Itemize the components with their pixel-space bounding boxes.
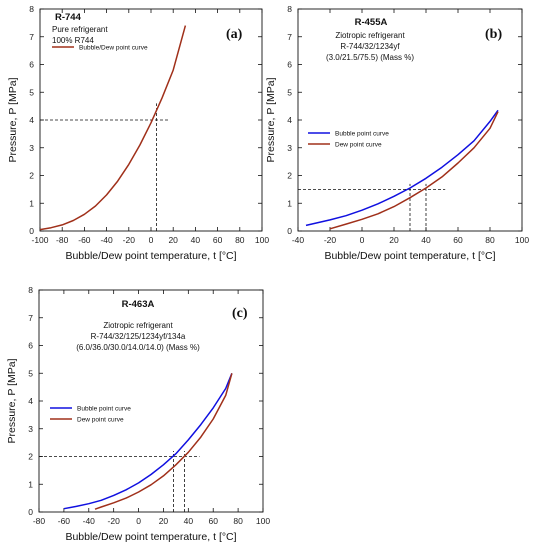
x-tick-label: 20 [389,235,399,245]
y-tick-label: 2 [28,452,33,462]
x-tick-label: -20 [324,235,337,245]
y-tick-label: 0 [28,507,33,517]
y-tick-label: 4 [287,115,292,125]
y-tick-label: 3 [287,143,292,153]
legend-label: Bubble point curve [77,406,131,413]
x-tick-label: 60 [453,235,463,245]
series-line-bubble [305,109,499,227]
x-tick-label: 100 [515,235,529,245]
panel-label: (b) [485,27,502,42]
x-tick-label: 100 [255,235,269,245]
x-tick-label: 40 [184,516,194,526]
y-tick-label: 6 [28,341,33,351]
panel-note: Ziotropic refrigerant [335,31,405,40]
legend-label: Bubble/Dew point curve [79,45,148,52]
x-tick-label: 80 [235,235,245,245]
panel-title: R-744 [55,12,82,23]
y-tick-label: 3 [29,143,34,153]
x-tick-label: -40 [83,516,96,526]
series-line-bubble-dew [39,25,187,231]
y-tick-label: 5 [28,368,33,378]
x-tick-label: -20 [123,235,136,245]
chart-panel-c: -80 -60 -40 -20 0 20 40 60 80 100 0 1 2 3 4 5 6 7 8 Bubble/… [6,285,270,543]
x-tick-label: 40 [421,235,431,245]
panel-label: (c) [232,306,248,321]
x-tick-label: 40 [191,235,201,245]
y-tick-label: 0 [29,226,34,236]
series-line-dew [94,373,233,510]
x-tick-label: 20 [168,235,178,245]
panel-note: R-744/32/1234yf [340,42,400,51]
y-tick-label: 3 [28,424,33,434]
x-tick-label: -40 [100,235,113,245]
y-axis-label: Pressure, P [MPa] [7,77,19,162]
panel-label: (a) [226,27,243,42]
y-axis-label: Pressure, P [MPa] [6,358,18,443]
x-axis-label: Bubble/Dew point temperature, t [°C] [324,250,495,262]
panel-title: R-463A [122,299,155,310]
series-line-bubble [63,373,233,510]
x-axis-label: Bubble/Dew point temperature, t [°C] [65,250,236,262]
panel-title: R-455A [355,17,388,28]
x-tick-label: 80 [233,516,243,526]
x-tick-label: -80 [33,516,46,526]
y-tick-label: 1 [28,479,33,489]
x-tick-label: -60 [58,516,71,526]
x-tick-label: 0 [360,235,365,245]
x-tick-label: 20 [159,516,169,526]
x-tick-label: -60 [78,235,91,245]
x-tick-label: -100 [31,235,48,245]
y-tick-label: 1 [287,198,292,208]
y-tick-label: 7 [287,32,292,42]
series-line-dew [329,111,499,230]
panel-note: 100% R744 [52,36,94,45]
panel-note: Ziotropic refrigerant [103,321,173,330]
y-tick-label: 6 [29,60,34,70]
y-tick-label: 2 [29,171,34,181]
y-tick-label: 8 [29,4,34,14]
panel-note: (3.0/21.5/75.5) (Mass %) [326,53,414,62]
x-tick-label: -40 [292,235,305,245]
panel-note: Pure refrigerant [52,25,108,34]
y-tick-label: 4 [29,115,34,125]
y-tick-label: 2 [287,171,292,181]
legend-label: Dew point curve [77,417,124,424]
y-tick-label: 0 [287,226,292,236]
y-tick-label: 4 [28,396,33,406]
x-tick-label: 80 [485,235,495,245]
y-axis-label: Pressure, P [MPa] [265,77,277,162]
chart-panel-b: -40 -20 0 20 40 60 80 100 0 1 2 3 4 5 6 7 8 Bubble/Dew po… [265,4,529,262]
y-tick-label: 5 [29,87,34,97]
y-tick-label: 7 [28,313,33,323]
x-axis-label: Bubble/Dew point temperature, t [°C] [65,531,236,543]
y-tick-label: 1 [29,198,34,208]
x-tick-label: -20 [108,516,121,526]
x-tick-label: 60 [213,235,223,245]
panel-note: (6.0/36.0/30.0/14.0/14.0) (Mass %) [76,343,200,352]
y-tick-label: 8 [28,285,33,295]
chart-panel-a: -100 -80 -60 -40 -20 0 20 40 60 80 100 0 1 2 3 4 5 6 7 8 Bub… [7,4,269,262]
y-tick-label: 7 [29,32,34,42]
y-tick-label: 6 [287,60,292,70]
x-tick-label: 0 [149,235,154,245]
x-tick-label: 100 [256,516,270,526]
y-tick-label: 8 [287,4,292,14]
y-tick-label: 5 [287,87,292,97]
x-tick-label: 0 [136,516,141,526]
x-tick-label: 60 [208,516,218,526]
legend-label: Dew point curve [335,142,382,149]
legend-label: Bubble point curve [335,131,389,138]
panel-note: R-744/32/125/1234yf/134a [91,332,186,341]
x-tick-label: -80 [56,235,69,245]
